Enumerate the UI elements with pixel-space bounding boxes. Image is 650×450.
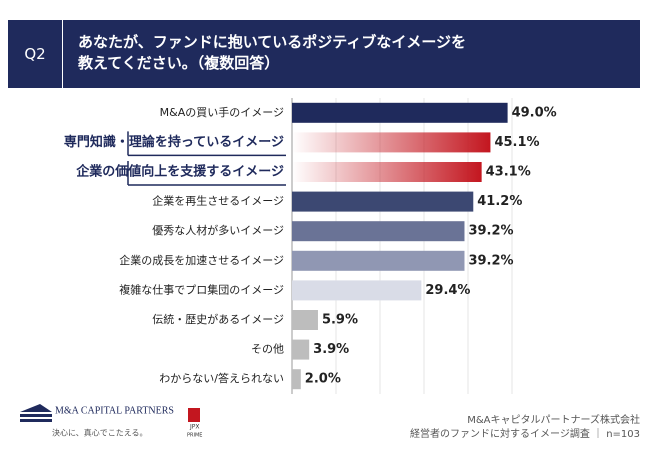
value-label: 5.9%	[322, 313, 358, 328]
category-label: M&Aの買い手のイメージ	[160, 105, 284, 119]
category-label: 企業の価値向上を支援するイメージ	[75, 164, 284, 180]
tagline: 決心に、真心でこたえる。	[52, 428, 148, 438]
chart-title: あなたが、ファンドに抱いているポジティブなイメージを 教えてください。（複数回答…	[78, 33, 467, 72]
bar	[292, 280, 422, 301]
value-label: 29.4%	[425, 283, 470, 298]
category-label: 専門知識・理論を持っているイメージ	[64, 134, 284, 150]
jpx-text: JPX	[189, 424, 200, 431]
logo-mark	[20, 419, 52, 422]
value-label: 41.2%	[477, 194, 522, 209]
value-label: 2.0%	[305, 372, 341, 387]
logo-mark	[20, 414, 52, 417]
category-label: 優秀な人材が多いイメージ	[152, 223, 284, 237]
bar	[292, 191, 474, 212]
logo-mark	[20, 404, 52, 412]
bar	[292, 369, 301, 390]
jpx-mark	[188, 408, 200, 422]
company: M&Aキャピタルパートナーズ株式会社	[467, 413, 640, 426]
category-label: 企業を再生させるイメージ	[152, 194, 284, 208]
value-label: 39.2%	[468, 224, 513, 239]
bar	[292, 339, 310, 360]
header: Q2 あなたが、ファンドに抱いているポジティブなイメージを 教えてください。（複…	[8, 20, 640, 88]
category-label: わからない/答えられない	[159, 371, 284, 385]
survey: 経営者のファンドに対するイメージ調査 ｜ n=103	[410, 427, 640, 440]
category-label: その他	[251, 343, 284, 356]
bar	[292, 162, 482, 182]
value-label: 43.1%	[486, 165, 531, 180]
value-label: 3.9%	[313, 342, 349, 357]
bar	[292, 102, 508, 123]
value-label: 45.1%	[494, 135, 539, 150]
category-label: 伝統・歴史があるイメージ	[152, 312, 284, 326]
category-label: 複雑な仕事でプロ集団のイメージ	[119, 282, 284, 296]
value-label: 49.0%	[512, 105, 557, 120]
question-no: Q2	[8, 20, 63, 88]
logo-text: M&A CAPITAL PARTNERS	[55, 405, 174, 416]
bar	[292, 132, 491, 153]
bar	[292, 250, 465, 271]
category-label: 企業の成長を加速させるイメージ	[119, 253, 284, 267]
bar	[292, 310, 318, 330]
prime-text: PRIME	[187, 433, 202, 439]
bar	[292, 221, 465, 242]
value-label: 39.2%	[468, 253, 513, 268]
